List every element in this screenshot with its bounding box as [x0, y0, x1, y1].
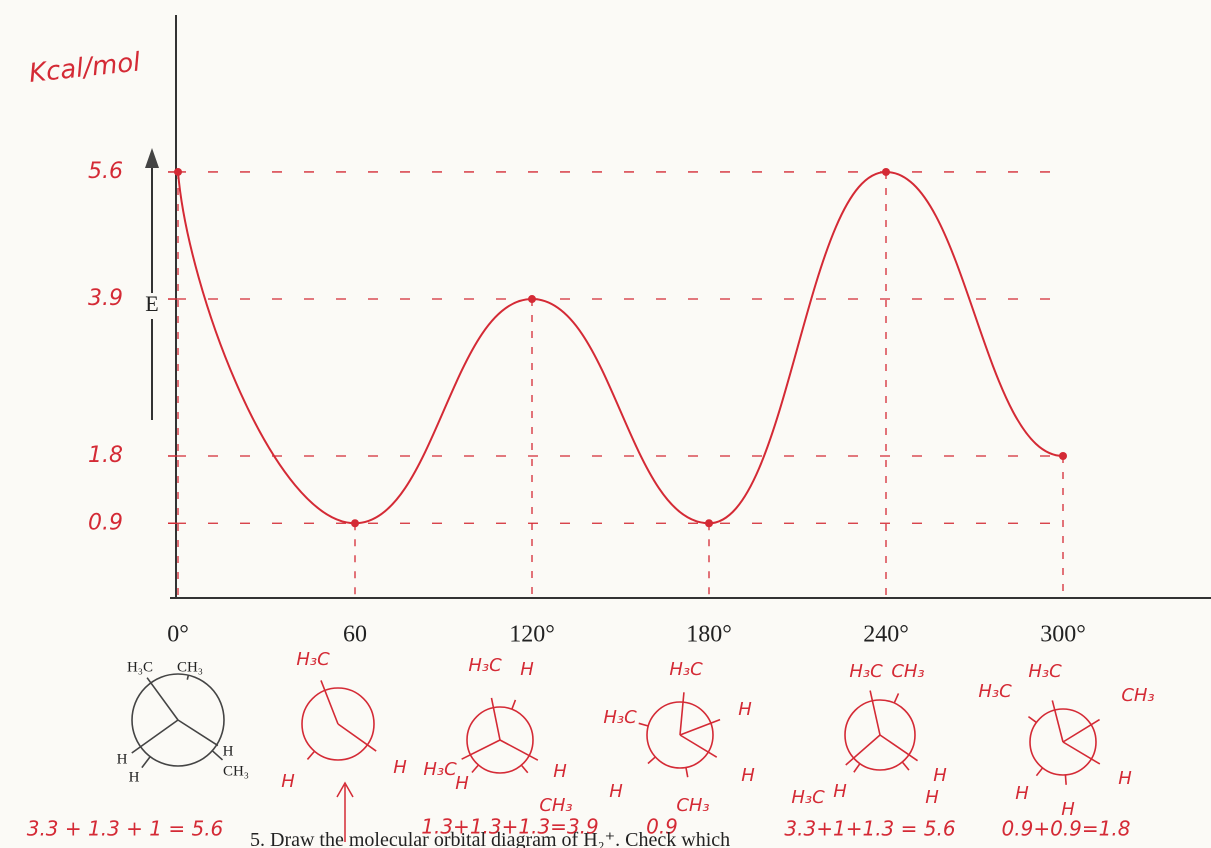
substituent-label: H₃C	[468, 655, 502, 676]
substituent-label: H	[129, 769, 140, 785]
substituent-label: H	[455, 773, 469, 794]
data-point	[1059, 452, 1067, 460]
substituent-label: H	[741, 765, 755, 786]
x-tick-label: 240°	[863, 622, 909, 648]
data-point	[882, 168, 890, 176]
x-tick-label: 0°	[167, 622, 189, 648]
x-tick-label: 300°	[1040, 622, 1086, 648]
substituent-label: H₃C	[978, 681, 1012, 702]
substituent-label: H	[833, 781, 847, 802]
substituent-label: H	[609, 781, 623, 802]
y-tick-label: 5.6	[88, 159, 123, 184]
data-point	[528, 295, 536, 303]
substituent-label: H	[117, 751, 128, 767]
energy-sum: 3.3 + 1.3 + 1 = 5.6	[27, 817, 224, 841]
substituent-label: H	[393, 757, 407, 778]
bond	[1065, 775, 1066, 785]
data-point	[174, 168, 182, 176]
page: E Kcal/mol 0.91.83.95.60°60120°180°240°3…	[0, 0, 1211, 848]
substituent-label: H₃C	[296, 649, 330, 670]
substituent-label: CH₃	[676, 795, 709, 816]
data-point	[705, 519, 713, 527]
substituent-label: H	[223, 743, 234, 759]
data-point	[351, 519, 359, 527]
substituent-label: H	[933, 765, 947, 786]
y-tick-label: 3.9	[88, 286, 123, 311]
substituent-label: H₃C	[1028, 661, 1062, 682]
substituent-label: H₃C	[127, 659, 153, 675]
substituent-label: CH₃	[177, 659, 203, 675]
substituent-label: H	[520, 659, 534, 680]
substituent-label: H	[1118, 768, 1132, 789]
substituent-label: CH₃	[891, 661, 924, 682]
energy-letter: E	[145, 291, 158, 316]
substituent-label: H₃C	[791, 787, 825, 808]
energy-sum: 3.3+1+1.3 = 5.6	[784, 817, 955, 841]
substituent-label: H	[553, 761, 567, 782]
x-tick-label: 180°	[686, 622, 732, 648]
chart: E Kcal/mol 0.91.83.95.60°60120°180°240°3…	[0, 0, 1211, 848]
substituent-label: CH₃	[539, 795, 572, 816]
substituent-label: H	[925, 787, 939, 808]
substituent-label: H₃C	[669, 659, 703, 680]
substituent-label: H₃C	[849, 661, 883, 682]
substituent-label: H	[738, 699, 752, 720]
y-tick-label: 0.9	[88, 510, 123, 535]
bond	[187, 675, 188, 680]
x-tick-label: 120°	[509, 622, 555, 648]
substituent-label: H₃C	[423, 759, 457, 780]
substituent-label: CH₃	[223, 763, 249, 779]
substituent-label: H₃C	[603, 707, 637, 728]
substituent-label: H	[1015, 783, 1029, 804]
x-tick-label: 60	[343, 622, 367, 648]
substituent-label: CH₃	[1121, 685, 1154, 706]
substituent-label: H	[281, 771, 295, 792]
footer-text: 5. Draw the molecular orbital diagram of…	[250, 829, 730, 848]
y-tick-label: 1.8	[88, 443, 123, 468]
energy-sum: 0.9+0.9=1.8	[1002, 817, 1131, 841]
